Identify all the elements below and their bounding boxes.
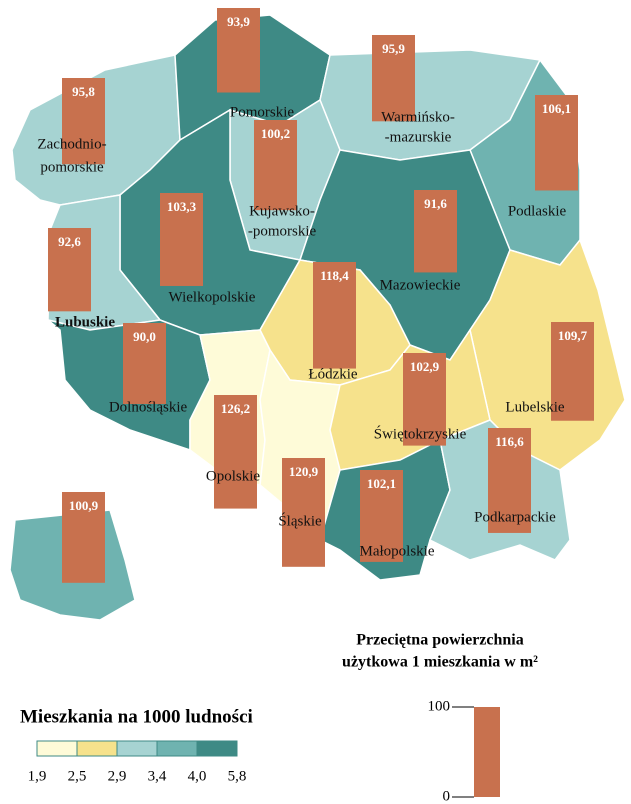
region-name: Opolskie bbox=[206, 468, 261, 484]
region-name: Śląskie bbox=[278, 512, 322, 529]
bar bbox=[403, 353, 446, 446]
region-name: Mazowieckie bbox=[380, 277, 461, 293]
value-label: 93,9 bbox=[227, 14, 250, 29]
bar bbox=[414, 190, 457, 273]
value-label: 106,1 bbox=[542, 101, 571, 116]
bar bbox=[217, 8, 260, 93]
value-label: 95,9 bbox=[382, 41, 405, 56]
bar bbox=[282, 458, 325, 567]
legend-swatch bbox=[156, 740, 198, 757]
value-label: 102,1 bbox=[367, 476, 396, 491]
value-label: 91,6 bbox=[424, 196, 447, 211]
legend-swatch bbox=[36, 740, 78, 757]
value-label: 100,9 bbox=[69, 498, 99, 513]
bar bbox=[535, 95, 578, 191]
region-name: -mazurskie bbox=[385, 129, 452, 145]
value-label: 126,2 bbox=[221, 401, 250, 416]
bar bbox=[372, 35, 415, 122]
region-name: Świętokrzyskie bbox=[374, 425, 467, 442]
bar bbox=[360, 470, 403, 562]
bar bbox=[313, 262, 356, 369]
bar bbox=[254, 120, 297, 211]
value-label: 100,2 bbox=[261, 126, 290, 141]
legend-tick-label: 4,0 bbox=[188, 768, 207, 784]
bar bbox=[551, 322, 594, 421]
legend-tick-label: 2,5 bbox=[68, 768, 87, 784]
value-label: 116,6 bbox=[495, 434, 524, 449]
bar bbox=[160, 193, 203, 286]
legend-title: Mieszkania na 1000 ludności bbox=[20, 706, 253, 727]
tick-label: 100 bbox=[428, 698, 451, 714]
region-name: -pomorskie bbox=[248, 223, 317, 239]
value-label: 109,7 bbox=[558, 328, 588, 343]
region-name: Pomorskie bbox=[230, 104, 295, 120]
bar bbox=[123, 323, 166, 404]
value-label: 95,8 bbox=[72, 84, 95, 99]
legend-swatch bbox=[76, 740, 118, 757]
bar-legend-title: użytkowa 1 mieszkania w m² bbox=[342, 654, 538, 671]
region-name: pomorskie bbox=[40, 159, 104, 175]
region-name: Lubelskie bbox=[505, 399, 564, 415]
value-label: 120,9 bbox=[289, 464, 319, 479]
bar bbox=[488, 428, 531, 533]
legend-bar bbox=[474, 707, 500, 797]
region-name: Podlaskie bbox=[508, 203, 567, 219]
value-label: 92,6 bbox=[58, 234, 81, 249]
bar bbox=[62, 78, 105, 165]
legend-tick-label: 1,9 bbox=[28, 768, 47, 784]
bar-legend-title: Przeciętna powierzchnia bbox=[356, 632, 524, 649]
legend-tick-label: 2,9 bbox=[108, 768, 127, 784]
value-label: 90,0 bbox=[133, 329, 156, 344]
bar bbox=[48, 228, 91, 312]
region-name: Wielkopolskie bbox=[169, 289, 256, 305]
bar bbox=[214, 395, 257, 509]
region-name: Podkarpackie bbox=[474, 509, 556, 525]
value-label: 103,3 bbox=[167, 199, 197, 214]
region-name: Zachodnio- bbox=[37, 136, 106, 152]
region-name: Małopolskie bbox=[360, 543, 435, 559]
legend-swatch bbox=[116, 740, 158, 757]
legend-tick-label: 5,8 bbox=[228, 768, 247, 784]
legend-tick-label: 3,4 bbox=[148, 768, 167, 784]
value-label: 118,4 bbox=[320, 268, 349, 283]
region-name: Warmińsko- bbox=[381, 109, 455, 125]
region-name: Kujawsko- bbox=[249, 203, 315, 219]
tick-label: 0 bbox=[443, 788, 451, 804]
region-name: Lubuskie bbox=[55, 314, 115, 330]
region-name: Łódzkie bbox=[308, 366, 357, 382]
value-label: 102,9 bbox=[410, 359, 440, 374]
bar bbox=[62, 492, 105, 583]
region-name: Dolnośląskie bbox=[109, 399, 188, 415]
legend-swatch bbox=[196, 740, 238, 757]
